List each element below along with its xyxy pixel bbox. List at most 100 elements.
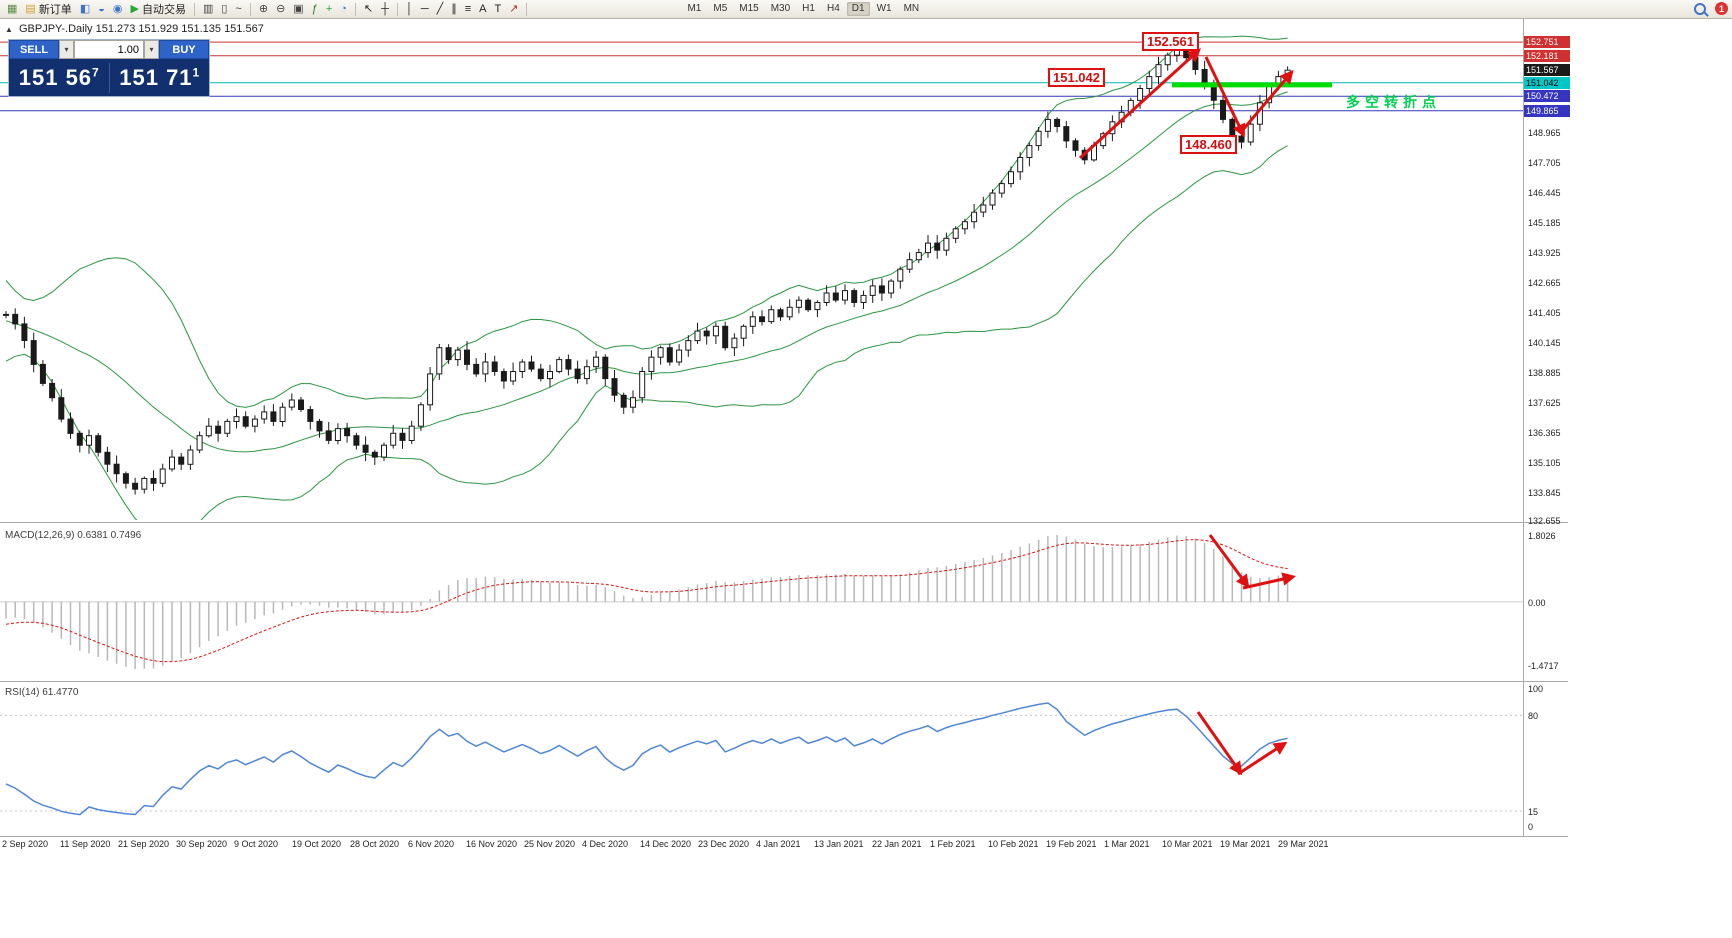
rsi-axis-label: 80 [1528,711,1539,722]
timeframe-h4[interactable]: H4 [826,3,840,14]
panel-separator[interactable] [0,522,1568,523]
indicators-button[interactable]: ƒ [309,1,321,17]
rsi-canvas[interactable] [0,684,1523,834]
macd-canvas[interactable] [0,527,1523,677]
timeframe-w1[interactable]: W1 [876,3,892,14]
bid-price[interactable]: 151 567 [18,64,99,90]
add-indicator-icon: + [325,2,333,15]
price-axis-label: 137.625 [1528,397,1561,408]
trend-arrow-rebound [1239,69,1294,133]
search-icon[interactable] [1694,2,1706,15]
time-axis-label: 11 Sep 2020 [60,839,111,849]
buy-button[interactable]: BUY [159,40,209,59]
toolbar-separator [249,2,251,16]
refresh-button[interactable]: ◉ [110,1,126,17]
channel-button[interactable]: ∥ [448,1,460,17]
volume-input[interactable] [74,40,144,59]
price-axis-label: 141.405 [1528,307,1561,318]
macd-axis-label: -1.4717 [1528,661,1559,671]
time-axis-label: 19 Mar 2021 [1220,839,1271,849]
timeframe-mn[interactable]: MN [903,3,920,14]
volume-dropdown-icon[interactable]: ▾ [144,40,159,59]
price-axis-label: 136.365 [1528,427,1561,438]
price-axis-label: 147.705 [1528,158,1561,169]
add-indicator-button[interactable]: + [323,1,335,17]
cursor-icon: ↖ [363,2,374,15]
zoom-out-button[interactable]: ⊖ [273,1,288,17]
crosshair-icon: ┼ [381,2,389,15]
time-axis-label: 2 Sep 2020 [2,839,49,849]
one-click-trading-panel: SELL ▾ ▾ BUY 151 567 151 711 [8,39,210,97]
new-chart-button[interactable]: ▦ [4,1,20,17]
macd-arrow-down [1208,534,1250,589]
text-icon: A [479,2,487,15]
text-button[interactable]: A [476,1,489,17]
time-axis-label: 21 Sep 2020 [118,839,170,849]
sell-dropdown-icon[interactable]: ▾ [59,40,74,59]
zoom-out-icon: ⊖ [276,2,286,15]
timeframe-h1[interactable]: H1 [802,3,815,14]
timeframe-m15[interactable]: M15 [739,3,759,14]
toolbar-separator [396,2,398,16]
timeframe-m30[interactable]: M30 [770,3,791,14]
bar-chart-button[interactable]: ▥ [200,1,216,17]
macd-indicator-label: MACD(12,26,9) 0.6381 0.7496 [5,530,142,541]
annotation-support-price: 151.042 [1048,68,1105,87]
candlestick-icon: ▯ [221,2,228,15]
price-axis-label: 132.655 [1528,516,1561,526]
time-axis-label: 10 Mar 2021 [1162,839,1213,849]
toolbar-separator [526,2,528,16]
trendline-icon: ╱ [436,2,444,15]
candlestick-button[interactable]: ▯ [218,1,230,17]
timeframe-m5[interactable]: M5 [713,3,728,14]
time-axis-label: 9 Oct 2020 [234,839,279,849]
profile-button[interactable]: ◒ [95,1,108,17]
timeframe-d1[interactable]: D1 [846,2,870,16]
channel-icon: ∥ [451,2,457,15]
sell-button[interactable]: SELL [9,40,59,59]
horizontal-line-button[interactable]: ─ [418,1,432,17]
chart-collapse-icon[interactable]: ▲ [5,25,13,34]
vertical-line-icon: │ [405,2,413,15]
annotation-peak-price: 152.561 [1142,32,1199,51]
chart-title: ▲ GBPJPY-.Daily 151.273 151.929 151.135 … [5,23,264,35]
charts-list-button[interactable]: ◧ [77,1,93,17]
price-axis-label: 133.845 [1528,487,1561,498]
trendline-button[interactable]: ╱ [434,1,447,17]
cursor-button[interactable]: ↖ [361,1,376,17]
symbol-name: GBPJPY-.Daily [18,23,93,35]
fibonacci-button[interactable]: ≡ [462,1,474,17]
main-toolbar: ▦ ▤ 新订单 ◧ ◒ ◉ ▶ 自动交易 ▥ ▯ ~ ⊕ ⊖ ▣ ƒ + ◔ ↖ ┼ │ ─ ╱ ∥ ≡ A T ↗ M1 M5 M15… [0,0,1732,19]
price-axis-label: 135.105 [1528,457,1561,468]
macd-arrow-flat [1242,572,1296,590]
arrows-button[interactable]: ↗ [506,1,521,17]
label-icon: T [494,2,502,15]
arrows-icon: ↗ [509,2,519,15]
time-axis-label: 23 Dec 2020 [698,839,750,849]
price-axis-label: 143.925 [1528,247,1561,258]
line-chart-button[interactable]: ~ [232,1,244,17]
main-chart-canvas[interactable] [0,35,1523,520]
panel-separator[interactable] [0,681,1568,682]
label-button[interactable]: T [492,1,505,17]
autotrading-button[interactable]: ▶ 自动交易 [127,1,188,17]
tile-windows-button[interactable]: ▣ [290,1,306,17]
notification-badge[interactable]: 1 [1715,2,1728,15]
period-button[interactable]: ◔ [337,1,350,17]
annotation-low-price: 148.460 [1180,135,1237,154]
crosshair-button[interactable]: ┼ [378,1,392,17]
vertical-line-button[interactable]: │ [403,1,416,17]
new-order-button[interactable]: ▤ 新订单 [22,1,74,17]
time-axis-label: 1 Feb 2021 [930,839,976,849]
ask-price[interactable]: 151 711 [119,64,200,90]
price-axis-label: 140.145 [1528,337,1561,348]
price-divider [108,62,110,93]
rsi-axis-label: 0 [1528,822,1534,832]
bar-chart-icon: ▥ [202,2,214,15]
rsi-indicator-label: RSI(14) 61.4770 [5,687,79,698]
timeframe-m1[interactable]: M1 [687,3,702,14]
zoom-in-button[interactable]: ⊕ [256,1,271,17]
time-axis-label: 6 Nov 2020 [408,839,455,849]
price-level-label: 151.042 [1524,76,1570,89]
price-axis-separator [1523,19,1524,836]
